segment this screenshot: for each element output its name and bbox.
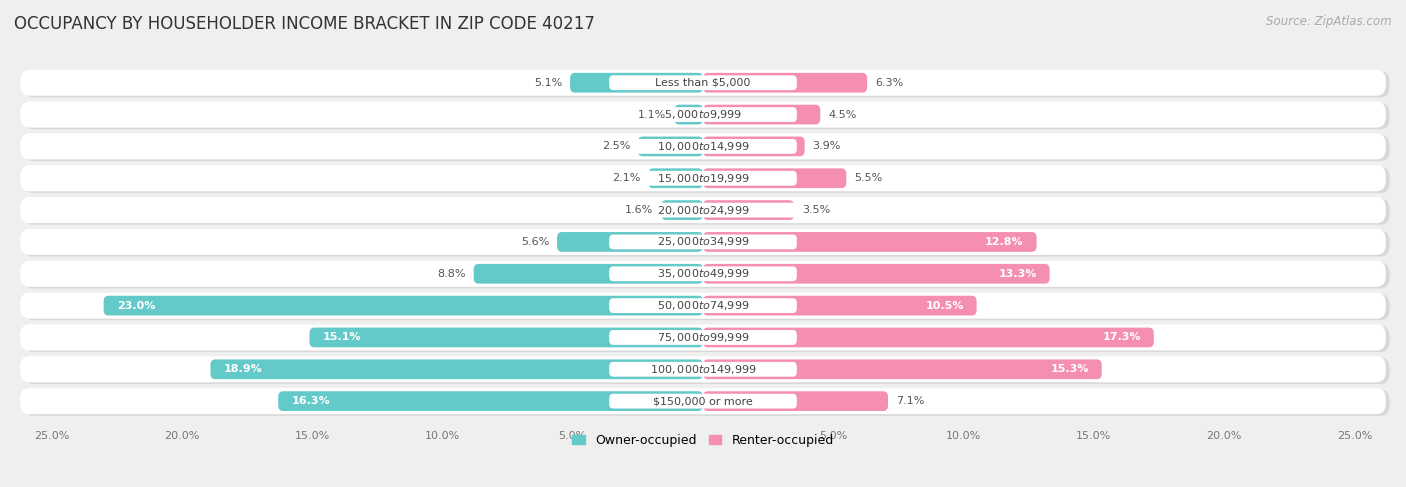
Text: Less than $5,000: Less than $5,000 <box>655 78 751 88</box>
Text: 18.9%: 18.9% <box>224 364 263 375</box>
FancyBboxPatch shape <box>609 75 797 90</box>
Text: 1.6%: 1.6% <box>626 205 654 215</box>
FancyBboxPatch shape <box>703 73 868 93</box>
FancyBboxPatch shape <box>703 359 1102 379</box>
FancyBboxPatch shape <box>24 71 1389 97</box>
FancyBboxPatch shape <box>609 171 797 186</box>
Text: 16.3%: 16.3% <box>291 396 330 406</box>
Text: 5.6%: 5.6% <box>522 237 550 247</box>
Text: 15.3%: 15.3% <box>1050 364 1088 375</box>
FancyBboxPatch shape <box>20 70 1386 96</box>
FancyBboxPatch shape <box>211 359 703 379</box>
FancyBboxPatch shape <box>24 230 1389 257</box>
Text: $5,000 to $9,999: $5,000 to $9,999 <box>664 108 742 121</box>
FancyBboxPatch shape <box>278 391 703 411</box>
FancyBboxPatch shape <box>474 264 703 283</box>
FancyBboxPatch shape <box>20 101 1386 128</box>
Text: 12.8%: 12.8% <box>986 237 1024 247</box>
Text: 4.5%: 4.5% <box>828 110 856 119</box>
FancyBboxPatch shape <box>24 326 1389 352</box>
FancyBboxPatch shape <box>24 390 1389 416</box>
Text: 13.3%: 13.3% <box>998 269 1036 279</box>
FancyBboxPatch shape <box>20 293 1386 318</box>
Text: $50,000 to $74,999: $50,000 to $74,999 <box>657 299 749 312</box>
Text: 17.3%: 17.3% <box>1102 333 1140 342</box>
FancyBboxPatch shape <box>20 356 1386 382</box>
Text: $150,000 or more: $150,000 or more <box>654 396 752 406</box>
FancyBboxPatch shape <box>609 330 797 345</box>
FancyBboxPatch shape <box>609 266 797 281</box>
FancyBboxPatch shape <box>609 203 797 218</box>
FancyBboxPatch shape <box>609 107 797 122</box>
FancyBboxPatch shape <box>24 199 1389 225</box>
FancyBboxPatch shape <box>20 165 1386 191</box>
FancyBboxPatch shape <box>20 324 1386 351</box>
Text: 2.5%: 2.5% <box>602 141 630 151</box>
FancyBboxPatch shape <box>104 296 703 316</box>
FancyBboxPatch shape <box>703 105 820 124</box>
FancyBboxPatch shape <box>703 264 1050 283</box>
FancyBboxPatch shape <box>24 167 1389 193</box>
FancyBboxPatch shape <box>703 296 977 316</box>
FancyBboxPatch shape <box>675 105 703 124</box>
FancyBboxPatch shape <box>638 136 703 156</box>
FancyBboxPatch shape <box>703 169 846 188</box>
FancyBboxPatch shape <box>24 135 1389 161</box>
Text: 6.3%: 6.3% <box>875 78 903 88</box>
Text: Source: ZipAtlas.com: Source: ZipAtlas.com <box>1267 15 1392 28</box>
FancyBboxPatch shape <box>609 298 797 313</box>
FancyBboxPatch shape <box>703 200 794 220</box>
FancyBboxPatch shape <box>609 235 797 249</box>
Text: $100,000 to $149,999: $100,000 to $149,999 <box>650 363 756 376</box>
FancyBboxPatch shape <box>20 229 1386 255</box>
Text: 3.9%: 3.9% <box>813 141 841 151</box>
FancyBboxPatch shape <box>309 328 703 347</box>
FancyBboxPatch shape <box>703 232 1036 252</box>
FancyBboxPatch shape <box>703 391 889 411</box>
FancyBboxPatch shape <box>661 200 703 220</box>
Text: 5.5%: 5.5% <box>855 173 883 183</box>
FancyBboxPatch shape <box>703 328 1154 347</box>
FancyBboxPatch shape <box>557 232 703 252</box>
FancyBboxPatch shape <box>20 261 1386 287</box>
Text: 3.5%: 3.5% <box>801 205 831 215</box>
FancyBboxPatch shape <box>20 388 1386 414</box>
Text: $25,000 to $34,999: $25,000 to $34,999 <box>657 235 749 248</box>
FancyBboxPatch shape <box>24 103 1389 129</box>
Text: 1.1%: 1.1% <box>638 110 666 119</box>
FancyBboxPatch shape <box>609 139 797 154</box>
Text: OCCUPANCY BY HOUSEHOLDER INCOME BRACKET IN ZIP CODE 40217: OCCUPANCY BY HOUSEHOLDER INCOME BRACKET … <box>14 15 595 33</box>
FancyBboxPatch shape <box>20 197 1386 223</box>
FancyBboxPatch shape <box>24 262 1389 288</box>
FancyBboxPatch shape <box>569 73 703 93</box>
FancyBboxPatch shape <box>609 393 797 409</box>
FancyBboxPatch shape <box>20 133 1386 159</box>
Text: 8.8%: 8.8% <box>437 269 465 279</box>
Text: $35,000 to $49,999: $35,000 to $49,999 <box>657 267 749 280</box>
Text: $10,000 to $14,999: $10,000 to $14,999 <box>657 140 749 153</box>
Legend: Owner-occupied, Renter-occupied: Owner-occupied, Renter-occupied <box>568 429 838 452</box>
Text: 2.1%: 2.1% <box>612 173 641 183</box>
Text: $75,000 to $99,999: $75,000 to $99,999 <box>657 331 749 344</box>
Text: $15,000 to $19,999: $15,000 to $19,999 <box>657 172 749 185</box>
FancyBboxPatch shape <box>24 294 1389 320</box>
Text: 23.0%: 23.0% <box>117 300 155 311</box>
Text: 7.1%: 7.1% <box>896 396 924 406</box>
Text: 5.1%: 5.1% <box>534 78 562 88</box>
FancyBboxPatch shape <box>648 169 703 188</box>
FancyBboxPatch shape <box>24 358 1389 384</box>
Text: 10.5%: 10.5% <box>925 300 963 311</box>
Text: 15.1%: 15.1% <box>322 333 361 342</box>
FancyBboxPatch shape <box>703 136 804 156</box>
Text: $20,000 to $24,999: $20,000 to $24,999 <box>657 204 749 217</box>
FancyBboxPatch shape <box>609 362 797 377</box>
